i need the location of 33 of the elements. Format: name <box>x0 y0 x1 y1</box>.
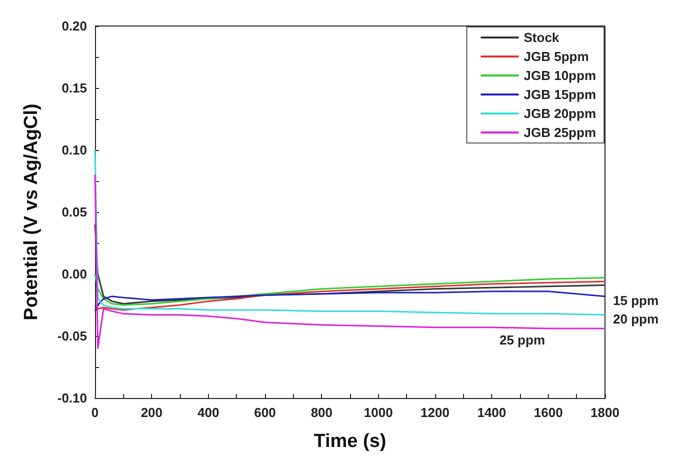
line-series <box>94 280 606 312</box>
y-tick-label: -0.10 <box>57 390 87 406</box>
legend-label: JGB 15ppm <box>524 87 596 102</box>
x-tick-label: 800 <box>310 405 333 420</box>
legend-label: JGB 20ppm <box>524 106 596 121</box>
line-series <box>94 273 606 306</box>
y-tick-label: 0.10 <box>62 142 87 158</box>
y-tick-label: 0.05 <box>62 204 87 220</box>
y-tick-label: 0.00 <box>62 266 87 282</box>
x-tick-label: 0 <box>91 405 99 420</box>
annotation: 15 ppm <box>613 292 659 308</box>
y-tick-label: 0.15 <box>62 80 87 96</box>
y-axis-title: Potential (V vs Ag/AgCl) <box>21 104 42 320</box>
legend-label: Stock <box>524 30 560 45</box>
line-series <box>94 149 606 316</box>
x-tick-label: 200 <box>140 405 163 420</box>
line-series <box>94 174 606 350</box>
y-tick-label: -0.05 <box>57 328 87 344</box>
x-axis-title: Time (s) <box>314 431 386 452</box>
legend-label: JGB 25ppm <box>524 125 596 140</box>
annotation: 25 ppm <box>499 332 545 348</box>
legend-label: JGB 10ppm <box>524 68 596 83</box>
x-tick-label: 1400 <box>477 405 506 420</box>
y-tick-label: 0.20 <box>62 18 87 34</box>
annotation: 20 ppm <box>613 311 659 326</box>
x-tick-label: 1000 <box>364 405 393 420</box>
x-tick-label: 1600 <box>534 405 563 420</box>
line-series <box>94 290 606 312</box>
x-tick-label: 600 <box>254 405 276 420</box>
x-tick-label: 1200 <box>420 405 450 420</box>
legend-label: JGB 5ppm <box>524 49 589 64</box>
x-tick-label: 1800 <box>590 405 620 420</box>
x-tick-label: 400 <box>197 405 220 420</box>
